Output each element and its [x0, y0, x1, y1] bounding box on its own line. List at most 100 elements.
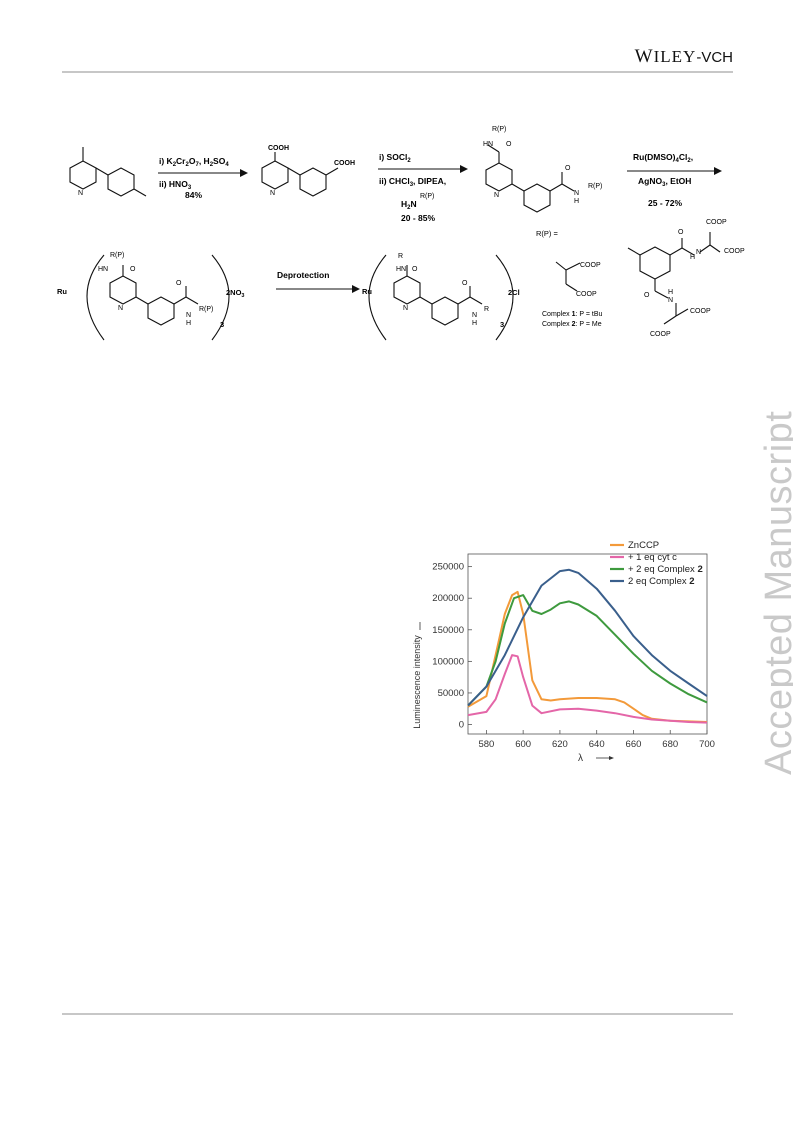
- svg-text:COOP: COOP: [690, 308, 711, 315]
- svg-text:O: O: [462, 280, 468, 287]
- y-tick-label: 200000: [432, 593, 464, 604]
- chart-legend: ZnCCP+ 1 eq cyt c+ 2 eq Complex 22 eq Co…: [610, 540, 703, 587]
- svg-text:H: H: [668, 289, 673, 296]
- legend-entry: 2 eq Complex 2: [628, 576, 695, 587]
- svg-text:N: N: [403, 305, 408, 312]
- svg-text:HN: HN: [98, 266, 108, 273]
- series-line: [467, 590, 708, 723]
- svg-text:Deprotection: Deprotection: [277, 270, 329, 280]
- svg-text:H: H: [574, 198, 579, 205]
- x-tick-label: 580: [478, 739, 494, 750]
- svg-text:R(P): R(P): [420, 193, 434, 200]
- svg-text:i) K2Cr2O7, H2SO4: i) K2Cr2O7, H2SO4: [159, 156, 229, 168]
- header-divider: [62, 71, 733, 73]
- svg-text:O: O: [678, 229, 684, 236]
- svg-text:R(P): R(P): [110, 252, 124, 259]
- plot-frame: [467, 553, 708, 735]
- svg-text:2NO3: 2NO3: [226, 288, 244, 299]
- svg-text:COOP: COOP: [580, 262, 601, 269]
- reaction-scheme: i) K2Cr2O7, H2SO4 ii) HNO3 84% i) SOCl2 …: [57, 126, 745, 341]
- pyridine-ring: [393, 275, 421, 305]
- svg-text:O: O: [412, 266, 418, 273]
- svg-text:Complex 1: P = tBu: Complex 1: P = tBu: [542, 311, 603, 318]
- svg-text:COOH: COOH: [334, 160, 355, 167]
- svg-text:N: N: [472, 312, 477, 319]
- svg-text:COOP: COOP: [650, 331, 671, 338]
- svg-text:AgNO3, EtOH: AgNO3, EtOH: [638, 176, 691, 188]
- svg-text:20 - 85%: 20 - 85%: [401, 213, 435, 223]
- svg-text:H: H: [186, 320, 191, 327]
- svg-text:COOH: COOH: [268, 145, 289, 152]
- svg-text:O: O: [644, 292, 650, 299]
- svg-text:N: N: [118, 305, 123, 312]
- pyridine-ring: [485, 162, 513, 192]
- svg-text:ii) HNO3: ii) HNO3: [159, 179, 192, 191]
- series-line: [467, 568, 708, 707]
- svg-text:COOP: COOP: [706, 219, 727, 226]
- svg-text:O: O: [176, 280, 182, 287]
- svg-text:i) SOCl2: i) SOCl2: [379, 152, 411, 164]
- svg-text:Complex 2: P = Me: Complex 2: P = Me: [542, 321, 602, 328]
- svg-text:N: N: [574, 190, 579, 197]
- svg-text:R: R: [484, 306, 489, 313]
- y-tick-label: 250000: [432, 562, 464, 573]
- svg-text:O: O: [506, 141, 512, 148]
- legend-entry: + 1 eq cyt c: [628, 552, 677, 563]
- x-tick-label: 680: [662, 739, 678, 750]
- svg-text:3: 3: [220, 320, 224, 329]
- svg-text:N: N: [186, 312, 191, 319]
- pyridine-ring: [147, 296, 175, 326]
- svg-text:R: R: [398, 253, 403, 260]
- svg-text:N: N: [78, 190, 83, 197]
- series-line: [467, 594, 708, 707]
- y-tick-label: 50000: [438, 688, 464, 699]
- svg-text:H: H: [472, 320, 477, 327]
- pyridine-ring: [523, 183, 551, 213]
- svg-text:H2N: H2N: [401, 199, 417, 211]
- x-tick-label: 640: [589, 739, 605, 750]
- svg-text:ii) CHCl3, DIPEA,: ii) CHCl3, DIPEA,: [379, 176, 446, 188]
- x-tick-label: 660: [626, 739, 642, 750]
- publisher-logo: WILEY-VCH: [634, 46, 733, 67]
- pyridine-ring: [69, 160, 97, 190]
- y-tick-label: 0: [459, 720, 464, 731]
- svg-text:R(P): R(P): [199, 306, 213, 313]
- luminescence-chart: Luminescence intensity λ 0 50000 100000 150…: [412, 540, 715, 764]
- svg-text:N: N: [696, 249, 701, 256]
- svg-text:COOP: COOP: [576, 291, 597, 298]
- svg-text:N: N: [494, 192, 499, 199]
- svg-text:O: O: [565, 165, 571, 172]
- svg-text:Ru: Ru: [362, 287, 372, 296]
- svg-text:Ru: Ru: [57, 287, 67, 296]
- svg-text:HN: HN: [396, 266, 406, 273]
- legend-entry: + 2 eq Complex 2: [628, 564, 703, 575]
- svg-text:O: O: [130, 266, 136, 273]
- x-axis-label: λ: [578, 753, 583, 764]
- svg-text:N: N: [668, 297, 673, 304]
- svg-text:HN: HN: [483, 141, 493, 148]
- y-tick-label: 150000: [432, 625, 464, 636]
- pyridine-ring: [261, 160, 289, 190]
- svg-text:COOP: COOP: [724, 248, 745, 255]
- svg-text:R(P): R(P): [588, 183, 602, 190]
- svg-text:Ru(DMSO)4Cl2,: Ru(DMSO)4Cl2,: [633, 152, 693, 164]
- y-axis-label: Luminescence intensity: [412, 635, 422, 729]
- pyridine-ring: [107, 167, 135, 197]
- series-line: [467, 654, 708, 724]
- x-tick-label: 600: [515, 739, 531, 750]
- pyridine-ring: [299, 167, 327, 197]
- pyridine-ring: [431, 296, 459, 326]
- legend-entry: ZnCCP: [628, 540, 659, 551]
- svg-text:25 - 72%: 25 - 72%: [648, 198, 682, 208]
- footer-divider: [62, 1013, 733, 1015]
- benzene-ring: [639, 246, 671, 280]
- svg-text:R(P): R(P): [492, 126, 506, 133]
- y-tick-label: 100000: [432, 656, 464, 667]
- accepted-manuscript-watermark: Accepted Manuscript: [758, 410, 793, 775]
- svg-text:R(P) =: R(P) =: [536, 229, 558, 238]
- x-tick-label: 620: [552, 739, 568, 750]
- svg-text:84%: 84%: [185, 190, 202, 200]
- svg-text:H: H: [690, 254, 695, 261]
- svg-text:2Cl: 2Cl: [508, 288, 520, 297]
- x-tick-label: 700: [699, 739, 715, 750]
